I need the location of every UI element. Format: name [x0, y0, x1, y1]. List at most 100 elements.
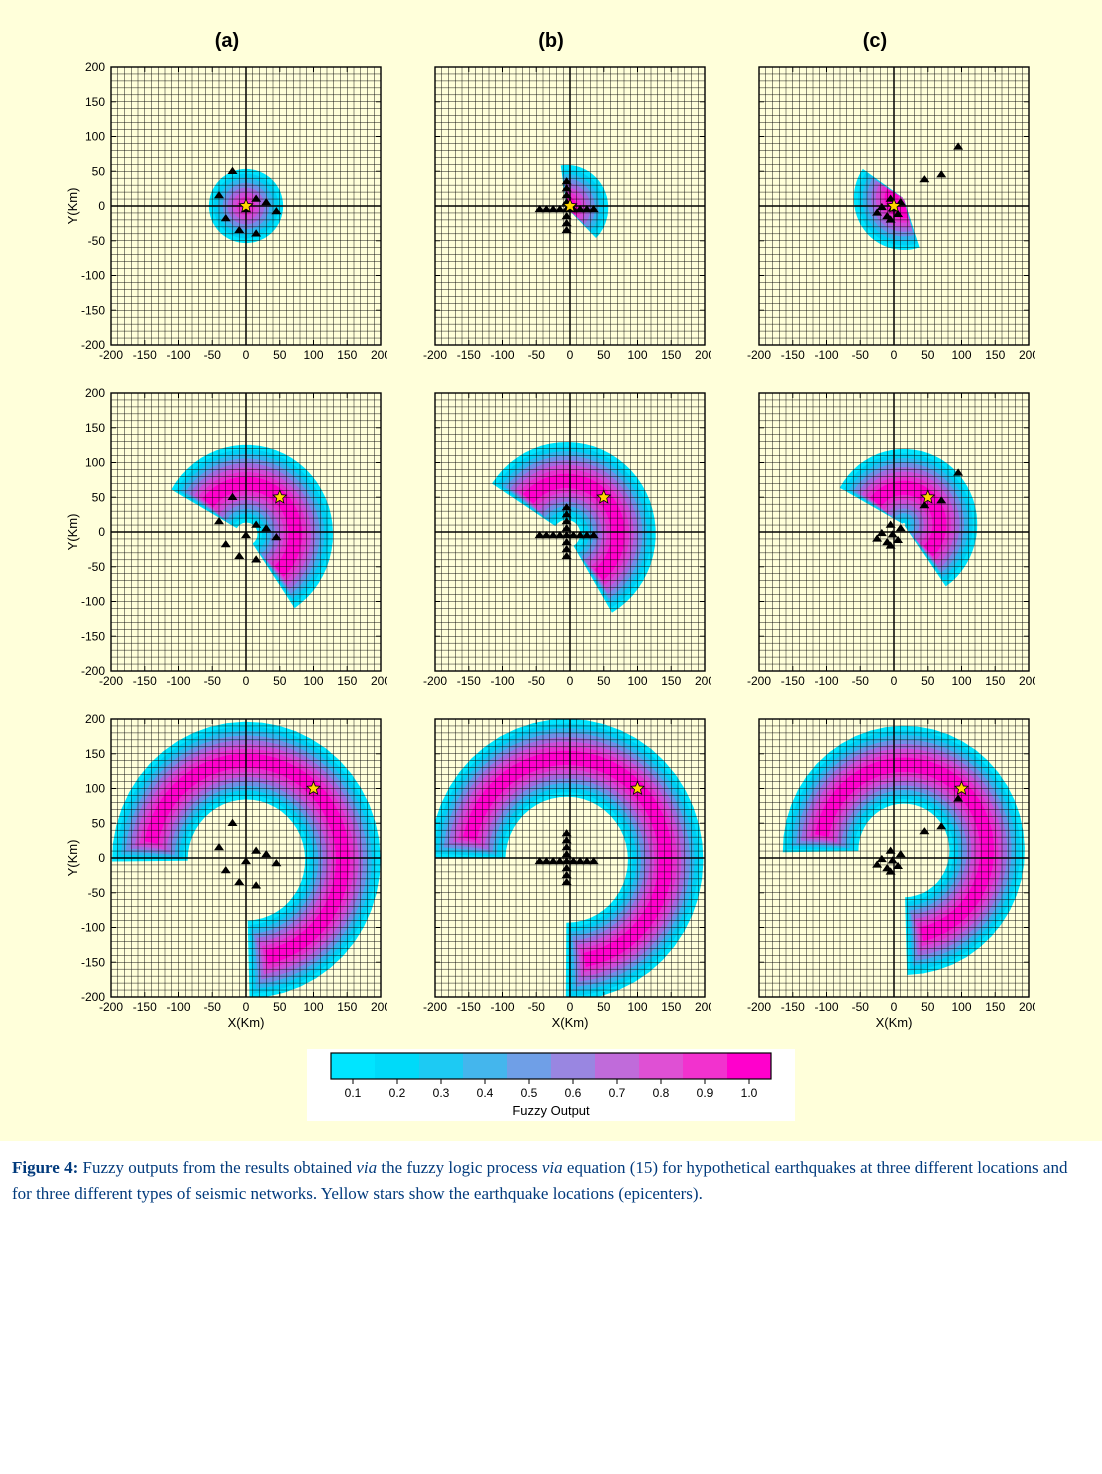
svg-text:0.9: 0.9: [697, 1086, 714, 1100]
svg-text:150: 150: [661, 348, 681, 362]
svg-text:-150: -150: [457, 348, 481, 362]
svg-text:-200: -200: [747, 1000, 771, 1014]
panel: -200-150-100-50050100150200: [715, 385, 1035, 705]
svg-text:100: 100: [627, 1000, 647, 1014]
svg-text:-100: -100: [490, 1000, 514, 1014]
svg-text:150: 150: [337, 348, 357, 362]
svg-text:100: 100: [303, 348, 323, 362]
svg-text:200: 200: [85, 60, 105, 74]
panel: -200-150-100-50050100150200-200-150-100-…: [67, 711, 387, 1031]
svg-text:100: 100: [627, 674, 647, 688]
svg-text:0.6: 0.6: [565, 1086, 582, 1100]
svg-text:0.5: 0.5: [521, 1086, 538, 1100]
svg-text:-150: -150: [781, 674, 805, 688]
svg-text:50: 50: [92, 816, 106, 830]
svg-text:-150: -150: [781, 1000, 805, 1014]
svg-text:200: 200: [1019, 1000, 1035, 1014]
svg-text:-50: -50: [88, 886, 106, 900]
svg-text:0: 0: [891, 674, 898, 688]
svg-text:50: 50: [273, 1000, 287, 1014]
subplot: -200-150-100-50050100150200X(Km): [391, 711, 711, 1031]
svg-text:150: 150: [661, 674, 681, 688]
svg-text:-200: -200: [81, 990, 105, 1004]
svg-text:50: 50: [597, 1000, 611, 1014]
svg-text:-150: -150: [457, 1000, 481, 1014]
svg-text:-150: -150: [81, 955, 105, 969]
svg-text:0: 0: [243, 348, 250, 362]
svg-text:-150: -150: [781, 348, 805, 362]
svg-text:200: 200: [85, 712, 105, 726]
svg-text:100: 100: [951, 1000, 971, 1014]
svg-text:150: 150: [85, 95, 105, 109]
figure-caption: Figure 4: Fuzzy outputs from the results…: [0, 1141, 1102, 1218]
svg-text:0: 0: [567, 1000, 574, 1014]
panel: -200-150-100-50050100150200: [391, 385, 711, 705]
svg-text:100: 100: [951, 348, 971, 362]
svg-text:0.7: 0.7: [609, 1086, 626, 1100]
svg-text:-50: -50: [204, 674, 222, 688]
svg-text:50: 50: [597, 348, 611, 362]
svg-text:200: 200: [85, 386, 105, 400]
svg-text:50: 50: [597, 674, 611, 688]
subplot: -200-150-100-50050100150200-200-150-100-…: [67, 385, 387, 705]
svg-text:-100: -100: [81, 269, 105, 283]
svg-text:1.0: 1.0: [741, 1086, 758, 1100]
svg-text:200: 200: [695, 1000, 711, 1014]
svg-text:0: 0: [891, 348, 898, 362]
svg-text:-100: -100: [814, 348, 838, 362]
svg-text:100: 100: [85, 130, 105, 144]
svg-text:50: 50: [273, 348, 287, 362]
subplot: -200-150-100-50050100150200-200-150-100-…: [67, 59, 387, 379]
svg-text:50: 50: [92, 164, 106, 178]
svg-text:-50: -50: [852, 674, 870, 688]
svg-text:150: 150: [85, 747, 105, 761]
svg-text:0.4: 0.4: [477, 1086, 494, 1100]
panel-row: (a)-200-150-100-50050100150200-200-150-1…: [20, 30, 1082, 379]
svg-text:150: 150: [337, 1000, 357, 1014]
panel: -200-150-100-50050100150200X(Km): [715, 711, 1035, 1031]
svg-text:-100: -100: [81, 921, 105, 935]
svg-text:150: 150: [337, 674, 357, 688]
subplot: -200-150-100-50050100150200: [715, 385, 1035, 705]
svg-text:-50: -50: [88, 560, 106, 574]
svg-text:200: 200: [1019, 348, 1035, 362]
panel: -200-150-100-50050100150200X(Km): [391, 711, 711, 1031]
svg-text:0.1: 0.1: [345, 1086, 362, 1100]
svg-text:-200: -200: [423, 1000, 447, 1014]
svg-text:-50: -50: [852, 348, 870, 362]
subplot: -200-150-100-50050100150200: [715, 59, 1035, 379]
svg-text:100: 100: [951, 674, 971, 688]
svg-text:150: 150: [985, 674, 1005, 688]
svg-text:-200: -200: [81, 338, 105, 352]
subplot: -200-150-100-50050100150200: [391, 59, 711, 379]
xlabel: X(Km): [228, 1015, 265, 1030]
svg-text:-150: -150: [133, 674, 157, 688]
svg-text:-150: -150: [133, 1000, 157, 1014]
xlabel: X(Km): [552, 1015, 589, 1030]
xlabel: X(Km): [876, 1015, 913, 1030]
svg-text:200: 200: [371, 1000, 387, 1014]
svg-text:-150: -150: [81, 629, 105, 643]
svg-text:150: 150: [661, 1000, 681, 1014]
svg-text:-50: -50: [204, 348, 222, 362]
svg-text:-150: -150: [457, 674, 481, 688]
svg-text:200: 200: [371, 674, 387, 688]
svg-text:-100: -100: [166, 348, 190, 362]
svg-text:-100: -100: [166, 1000, 190, 1014]
svg-text:-150: -150: [81, 303, 105, 317]
svg-text:0.8: 0.8: [653, 1086, 670, 1100]
svg-text:50: 50: [921, 674, 935, 688]
svg-text:0: 0: [567, 348, 574, 362]
svg-text:50: 50: [92, 490, 106, 504]
svg-text:-50: -50: [204, 1000, 222, 1014]
svg-text:0: 0: [98, 851, 105, 865]
svg-text:-100: -100: [814, 1000, 838, 1014]
svg-text:100: 100: [627, 348, 647, 362]
svg-text:-200: -200: [747, 348, 771, 362]
svg-text:0: 0: [243, 674, 250, 688]
svg-text:0: 0: [891, 1000, 898, 1014]
svg-text:200: 200: [695, 348, 711, 362]
svg-text:-100: -100: [81, 595, 105, 609]
ylabel: Y(Km): [67, 514, 80, 551]
svg-text:-50: -50: [528, 674, 546, 688]
